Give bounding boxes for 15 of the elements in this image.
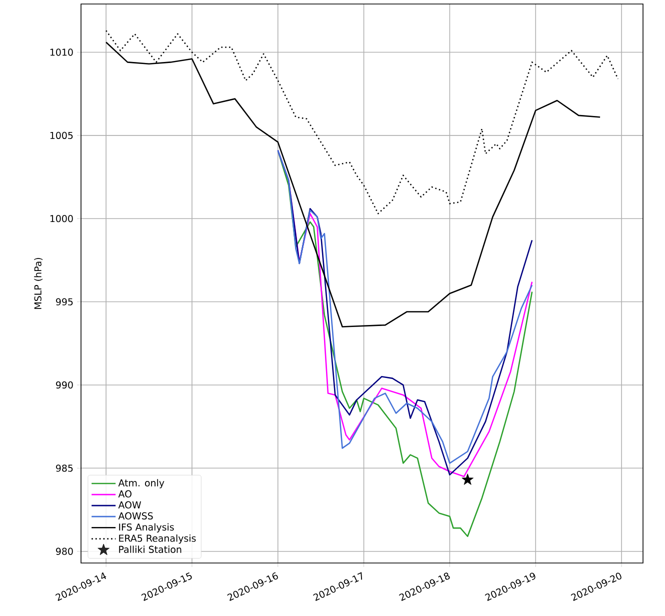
legend-label: IFS Analysis (119, 523, 174, 532)
y-tick-label: 990 (56, 381, 73, 389)
y-tick-label: 1010 (50, 48, 73, 56)
legend-label: AOWSS (118, 512, 153, 520)
y-tick-label: 1000 (50, 215, 73, 222)
legend-label: Atm. only (118, 479, 164, 488)
legend-label: AO (118, 490, 132, 498)
y-tick-label: 995 (56, 298, 73, 306)
legend-label: AOW (118, 501, 142, 508)
y-tick-label: 1005 (50, 132, 73, 139)
legend-label: ERA5 Reanalysis (119, 534, 196, 544)
legend-label: Palliki Station (119, 546, 182, 553)
y-axis-title: MSLP (hPa) (34, 258, 43, 309)
y-tick-label: 985 (56, 464, 73, 472)
y-tick-label: 980 (56, 548, 73, 555)
